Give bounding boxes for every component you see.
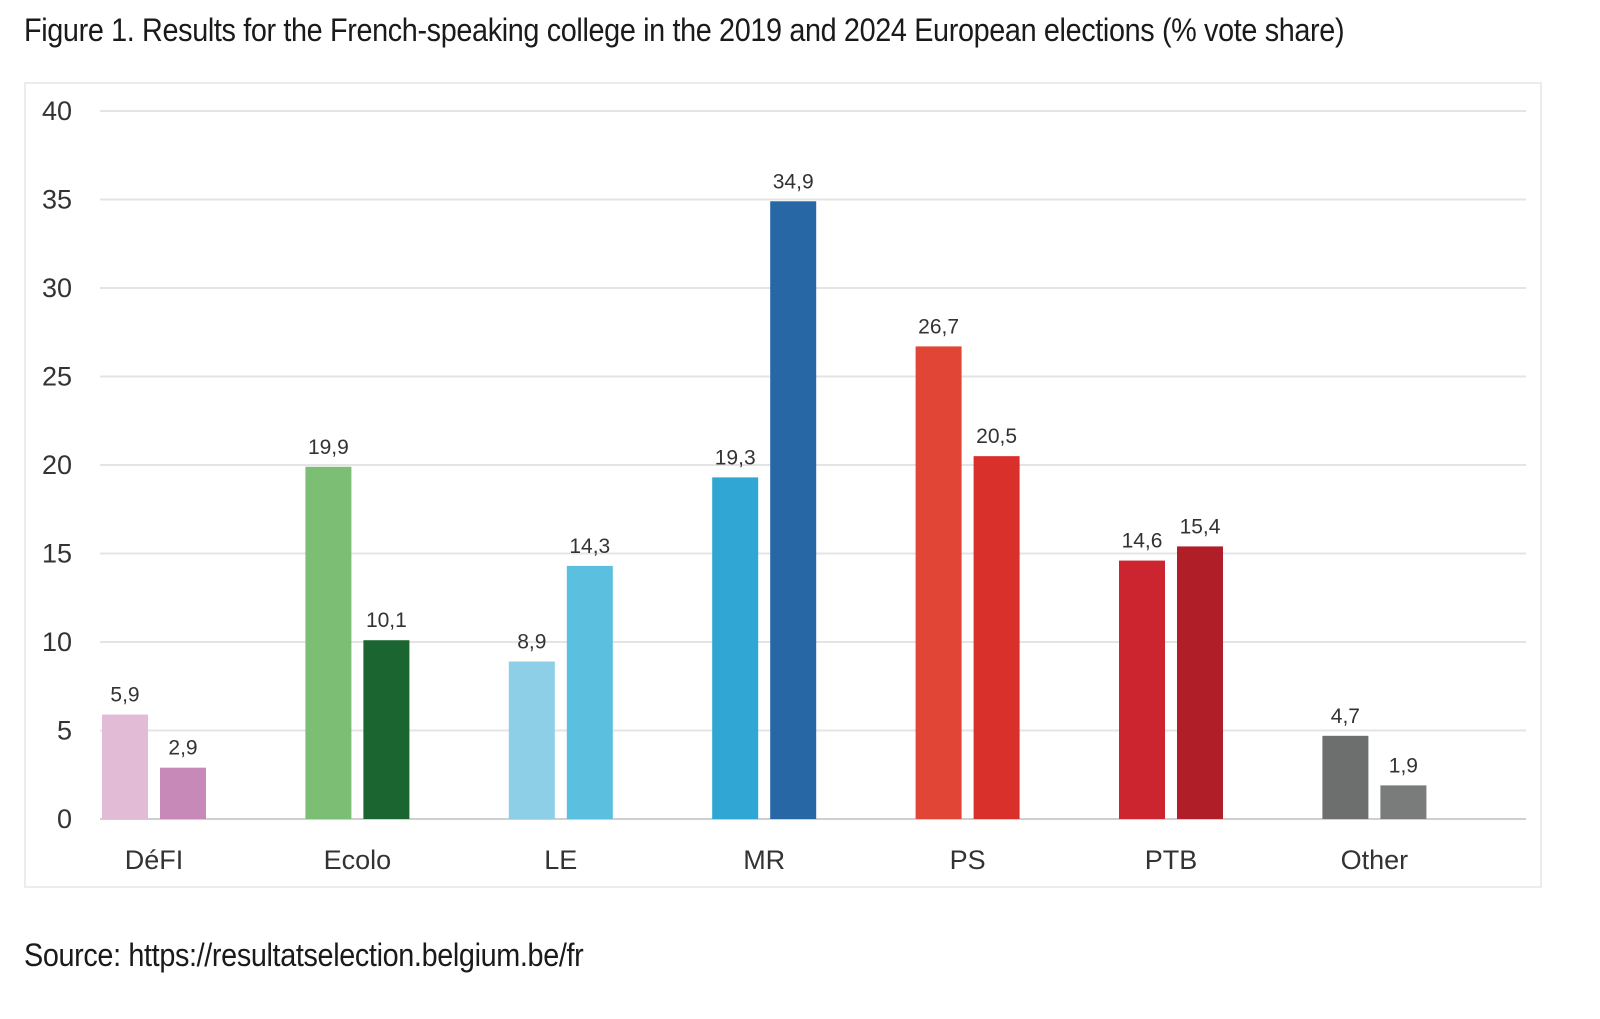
data-label: 20,5: [976, 425, 1017, 448]
bar: [1380, 785, 1427, 819]
bar: [1322, 735, 1369, 819]
data-label: 5,9: [110, 684, 139, 707]
data-label: 10,1: [366, 609, 407, 632]
chart-frame: 0 5 10 15 20 25 30 35 40 5,9 2,9 DéFI 19,9 10,1 Ecolo 8…: [24, 82, 1542, 888]
data-label: 1,9: [1389, 754, 1418, 777]
data-label: 19,3: [715, 446, 756, 469]
y-tick-label: 30: [42, 273, 72, 303]
bar: [566, 565, 613, 819]
y-tick-label: 0: [57, 804, 72, 834]
data-label: 34,9: [773, 170, 814, 193]
bar: [160, 767, 206, 819]
bar-chart: 0 5 10 15 20 25 30 35 40 5,9 2,9 DéFI 19,9 10,1 Ecolo 8…: [42, 96, 1526, 875]
y-tick-label: 35: [42, 185, 72, 215]
data-label: 4,7: [1331, 705, 1360, 728]
source-note: Source: https://resultatselection.belgiu…: [24, 937, 584, 973]
y-tick-label: 10: [42, 627, 72, 657]
data-label: 15,4: [1180, 515, 1221, 538]
x-tick-label: Other: [1341, 845, 1409, 875]
bar: [770, 201, 817, 819]
bar: [305, 466, 352, 819]
data-label: 14,3: [569, 535, 610, 558]
bar: [973, 456, 1020, 819]
y-tick-label: 25: [42, 362, 72, 392]
data-label: 8,9: [517, 630, 546, 653]
figure-title: Figure 1. Results for the French-speakin…: [24, 12, 1345, 48]
bar: [508, 661, 555, 819]
x-tick-label: Ecolo: [324, 845, 392, 875]
data-label: 14,6: [1122, 530, 1163, 553]
bar: [1177, 546, 1223, 819]
bar: [712, 477, 759, 819]
y-tick-label: 20: [42, 450, 72, 480]
x-tick-label: LE: [544, 845, 577, 875]
data-label: 26,7: [918, 315, 959, 338]
bar: [1119, 560, 1165, 819]
x-tick-label: PTB: [1145, 845, 1198, 875]
x-tick-label: DéFI: [125, 845, 184, 875]
y-tick-label: 40: [42, 96, 72, 126]
x-tick-label: MR: [743, 845, 785, 875]
bar: [915, 346, 962, 819]
y-tick-label: 5: [57, 716, 72, 746]
data-label: 19,9: [308, 436, 349, 459]
x-tick-label: PS: [950, 845, 986, 875]
bar: [102, 714, 148, 819]
bar: [363, 640, 410, 819]
y-tick-label: 15: [42, 539, 72, 569]
data-label: 2,9: [168, 737, 197, 760]
